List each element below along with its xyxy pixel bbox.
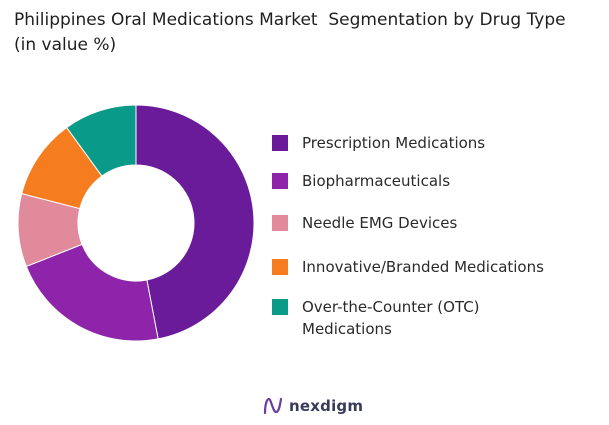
brand-logo: nexdigm: [262, 396, 363, 416]
legend-label: Over-the-Counter (OTC) Medications: [302, 298, 480, 338]
legend-label: Needle EMG Devices: [302, 214, 458, 232]
slice-otc: [65, 104, 137, 177]
legend-swatch: [272, 259, 288, 275]
legend-label: Innovative/Branded Medications: [302, 258, 544, 276]
brand-name: nexdigm: [289, 397, 364, 415]
slice-prescription: [135, 104, 255, 340]
legend-item-otc: Over-the-Counter (OTC) Medications: [272, 296, 522, 340]
legend-item-innovative-branded: Innovative/Branded Medications: [272, 256, 592, 278]
slice-biopharmaceuticals: [25, 243, 159, 342]
legend-swatch: [272, 173, 288, 189]
donut-chart: [17, 104, 255, 342]
legend-swatch: [272, 299, 288, 315]
legend-swatch: [272, 135, 288, 151]
legend-item-biopharmaceuticals: Biopharmaceuticals: [272, 170, 592, 192]
legend-label: Biopharmaceuticals: [302, 172, 451, 190]
legend-item-prescription: Prescription Medications: [272, 132, 592, 154]
nexdigm-logo-icon: [263, 397, 283, 415]
chart-title: Philippines Oral Medications Market Segm…: [14, 10, 577, 55]
legend-label: Prescription Medications: [302, 134, 486, 152]
legend-swatch: [272, 215, 288, 231]
legend-item-needle-emg: Needle EMG Devices: [272, 212, 592, 234]
